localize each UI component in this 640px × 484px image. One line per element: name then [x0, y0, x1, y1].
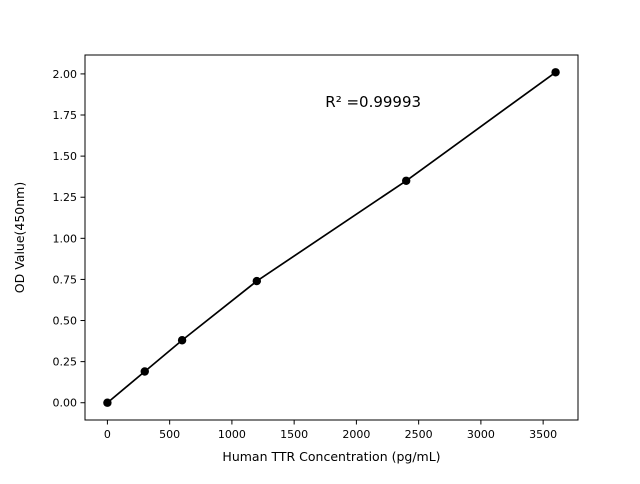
x-tick-label: 1500 [280, 428, 308, 441]
x-tick-label: 2500 [405, 428, 433, 441]
y-tick-label: 1.00 [53, 232, 78, 245]
y-tick-label: 0.75 [53, 273, 78, 286]
data-point [140, 367, 149, 376]
y-tick-label: 1.50 [53, 150, 78, 163]
x-axis-label: Human TTR Concentration (pg/mL) [222, 449, 440, 464]
x-tick-label: 2000 [342, 428, 370, 441]
y-tick-label: 1.75 [53, 109, 78, 122]
plot-frame [84, 54, 579, 421]
data-point [103, 398, 112, 407]
x-tick-label: 3000 [467, 428, 495, 441]
y-tick-label: 0.50 [53, 315, 78, 328]
x-tick-label: 0 [104, 428, 111, 441]
y-tick-label: 1.25 [53, 191, 78, 204]
x-tick-label: 500 [159, 428, 180, 441]
data-point [252, 276, 262, 286]
y-tick-label: 2.00 [53, 68, 78, 81]
plot-area: 0 500 1000 1500 2000 2500 3000 3500 0.00 0.25 0.50… [53, 54, 579, 441]
y-tick-label: 0.00 [53, 397, 78, 410]
fit-line [106, 71, 557, 404]
data-point [551, 68, 560, 77]
y-axis-label: OD Value(450nm) [12, 182, 27, 293]
x-tick-label: 3500 [529, 428, 557, 441]
data-point [401, 176, 411, 185]
x-tick-label: 1000 [218, 428, 246, 441]
y-tick-label: 0.25 [53, 356, 78, 369]
data-point [177, 336, 187, 345]
r-squared-annotation: R² =0.99993 [325, 93, 421, 111]
